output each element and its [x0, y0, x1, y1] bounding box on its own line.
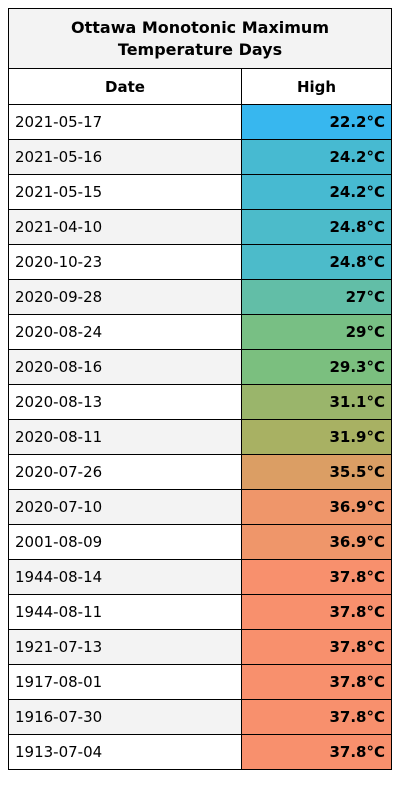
- date-cell: 1913-07-04: [8, 734, 242, 770]
- table-row: 2020-08-13 31.1°C: [8, 384, 393, 420]
- table-title: Ottawa Monotonic Maximum Temperature Day…: [7, 8, 393, 69]
- table-row: 2021-05-17 22.2°C: [8, 104, 393, 140]
- date-cell: 2020-08-24: [8, 314, 242, 350]
- date-cell: 2020-08-13: [8, 384, 242, 420]
- date-cell: 2020-07-10: [8, 489, 242, 525]
- high-temperature-cell: 24.2°C: [240, 174, 393, 210]
- high-temperature-cell: 37.8°C: [240, 594, 393, 630]
- date-cell: 2020-07-26: [8, 454, 242, 490]
- table-row: 2020-08-24 29°C: [8, 314, 393, 350]
- table-row: 2021-05-16 24.2°C: [8, 139, 393, 175]
- date-cell: 1921-07-13: [8, 629, 242, 665]
- high-temperature-cell: 29°C: [240, 314, 393, 350]
- high-temperature-cell: 37.8°C: [240, 734, 393, 770]
- date-cell: 2021-05-15: [8, 174, 242, 210]
- date-cell: 2021-04-10: [8, 209, 242, 245]
- table-row: 2020-08-16 29.3°C: [8, 349, 393, 385]
- table-row: 1944-08-14 37.8°C: [8, 559, 393, 595]
- high-temperature-cell: 24.2°C: [240, 139, 393, 175]
- high-temperature-cell: 35.5°C: [240, 454, 393, 490]
- table-row: 1921-07-13 37.8°C: [8, 629, 393, 665]
- table-row: 2001-08-09 36.9°C: [8, 524, 393, 560]
- table-row: 2020-07-26 35.5°C: [8, 454, 393, 490]
- temperature-table: Ottawa Monotonic Maximum Temperature Day…: [7, 8, 393, 770]
- table-row: 1916-07-30 37.8°C: [8, 699, 393, 735]
- date-cell: 2021-05-17: [8, 104, 242, 140]
- high-temperature-cell: 24.8°C: [240, 244, 393, 280]
- high-temperature-cell: 36.9°C: [240, 489, 393, 525]
- table-row: 1913-07-04 37.8°C: [8, 734, 393, 770]
- high-temperature-cell: 37.8°C: [240, 699, 393, 735]
- date-cell: 1944-08-14: [8, 559, 242, 595]
- title-row: Ottawa Monotonic Maximum Temperature Day…: [7, 8, 393, 69]
- table-row: 2020-07-10 36.9°C: [8, 489, 393, 525]
- high-temperature-cell: 27°C: [240, 279, 393, 315]
- date-cell: 2020-08-16: [8, 349, 242, 385]
- header-row: Date High: [8, 68, 393, 105]
- table-row: 2020-10-23 24.8°C: [8, 244, 393, 280]
- high-temperature-cell: 37.8°C: [240, 629, 393, 665]
- high-temperature-cell: 29.3°C: [240, 349, 393, 385]
- date-cell: 2020-08-11: [8, 419, 242, 455]
- date-cell: 1944-08-11: [8, 594, 242, 630]
- table-row: 2020-09-28 27°C: [8, 279, 393, 315]
- table-row: 2020-08-11 31.9°C: [8, 419, 393, 455]
- column-header-high: High: [240, 68, 393, 105]
- table-row: 1944-08-11 37.8°C: [8, 594, 393, 630]
- high-temperature-cell: 24.8°C: [240, 209, 393, 245]
- high-temperature-cell: 36.9°C: [240, 524, 393, 560]
- table-row: 1917-08-01 37.8°C: [8, 664, 393, 700]
- column-header-date: Date: [8, 68, 242, 105]
- date-cell: 1917-08-01: [8, 664, 242, 700]
- table-container: Ottawa Monotonic Maximum Temperature Day…: [7, 8, 393, 770]
- high-temperature-cell: 37.8°C: [240, 559, 393, 595]
- high-temperature-cell: 31.9°C: [240, 419, 393, 455]
- date-cell: 2020-09-28: [8, 279, 242, 315]
- date-cell: 2020-10-23: [8, 244, 242, 280]
- table-row: 2021-05-15 24.2°C: [8, 174, 393, 210]
- high-temperature-cell: 22.2°C: [240, 104, 393, 140]
- date-cell: 2021-05-16: [8, 139, 242, 175]
- table-row: 2021-04-10 24.8°C: [8, 209, 393, 245]
- date-cell: 2001-08-09: [8, 524, 242, 560]
- table-body: 2021-05-17 22.2°C 2021-05-16 24.2°C 2021-05-…: [8, 104, 393, 770]
- high-temperature-cell: 31.1°C: [240, 384, 393, 420]
- high-temperature-cell: 37.8°C: [240, 664, 393, 700]
- date-cell: 1916-07-30: [8, 699, 242, 735]
